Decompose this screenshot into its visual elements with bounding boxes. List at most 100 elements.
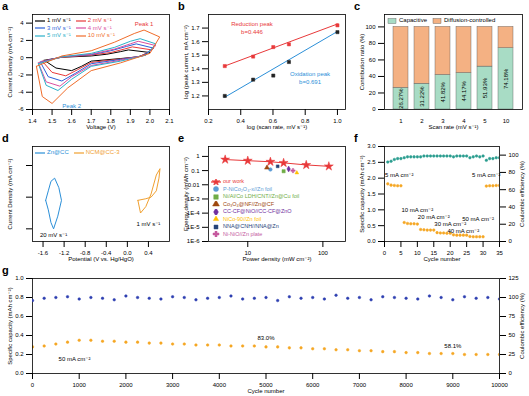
svg-text:-2: -2 [18, 72, 24, 78]
svg-text:1000: 1000 [73, 382, 87, 388]
svg-text:1E-3: 1E-3 [187, 196, 200, 202]
svg-text:8000: 8000 [399, 382, 413, 388]
svg-text:1.5: 1.5 [367, 191, 376, 197]
svg-text:2.5: 2.5 [367, 159, 376, 165]
svg-text:50 mA cm⁻²: 50 mA cm⁻² [59, 356, 91, 362]
svg-text:Oxidation peak: Oxidation peak [290, 71, 331, 77]
svg-text:-4: -4 [18, 89, 24, 95]
svg-text:Coulombic efficiency (%): Coulombic efficiency (%) [519, 293, 525, 359]
svg-text:2.0: 2.0 [146, 118, 155, 124]
svg-text:Specific capacity (mAh cm⁻²): Specific capacity (mAh cm⁻²) [359, 155, 365, 233]
svg-text:1 mV s⁻¹: 1 mV s⁻¹ [137, 221, 161, 227]
svg-text:1.2: 1.2 [191, 93, 200, 99]
svg-text:Peak 1: Peak 1 [135, 21, 154, 27]
svg-text:20 mA cm⁻²: 20 mA cm⁻² [418, 214, 450, 220]
svg-text:10 mA cm⁻²: 10 mA cm⁻² [401, 207, 433, 213]
svg-text:58.1%: 58.1% [444, 343, 462, 349]
svg-text:74.18%: 74.18% [503, 68, 509, 89]
svg-text:26.27%: 26.27% [398, 88, 404, 109]
svg-text:1.6: 1.6 [191, 39, 200, 45]
svg-text:20: 20 [369, 90, 376, 96]
svg-text:44.17%: 44.17% [461, 80, 467, 101]
svg-text:Peak 2: Peak 2 [62, 103, 81, 109]
svg-text:10: 10 [503, 118, 510, 124]
svg-text:3.0: 3.0 [367, 143, 376, 149]
svg-text:75: 75 [509, 313, 516, 319]
svg-text:Cycle number: Cycle number [247, 388, 284, 394]
svg-text:60: 60 [369, 57, 376, 63]
svg-text:30 mA cm⁻²: 30 mA cm⁻² [434, 221, 466, 227]
svg-text:0: 0 [31, 382, 35, 388]
svg-text:1.4: 1.4 [191, 66, 200, 72]
svg-text:Current Density (mA cm⁻²): Current Density (mA cm⁻²) [7, 159, 13, 230]
svg-text:Energy density (mWh cm⁻²): Energy density (mWh cm⁻²) [183, 157, 189, 231]
svg-text:3000: 3000 [166, 382, 180, 388]
svg-text:30: 30 [480, 250, 487, 256]
svg-text:1.0: 1.0 [333, 118, 342, 124]
svg-text:0.0: 0.0 [15, 370, 24, 376]
svg-text:log (scan rate, mV s⁻¹): log (scan rate, mV s⁻¹) [247, 124, 308, 130]
svg-text:1.5: 1.5 [191, 52, 200, 58]
svg-text:Coulombic efficiency (%): Coulombic efficiency (%) [519, 161, 525, 227]
svg-text:Cycle number: Cycle number [423, 256, 460, 262]
svg-text:5: 5 [483, 118, 487, 124]
svg-text:0.5: 0.5 [367, 223, 376, 229]
svg-text:0.6: 0.6 [15, 313, 24, 319]
svg-text:-6: -6 [18, 106, 24, 112]
svg-text:1.3: 1.3 [191, 79, 200, 85]
svg-text:0.0: 0.0 [367, 238, 376, 244]
svg-text:0.4: 0.4 [237, 118, 246, 124]
svg-text:40 mA cm⁻²: 40 mA cm⁻² [447, 228, 479, 234]
svg-text:Scan rate (mV s⁻¹): Scan rate (mV s⁻¹) [428, 124, 478, 130]
svg-text:Voltage (V): Voltage (V) [86, 124, 116, 130]
svg-text:5 mA cm⁻²: 5 mA cm⁻² [385, 172, 414, 178]
svg-text:b=0.446: b=0.446 [241, 29, 264, 35]
svg-text:40: 40 [369, 73, 376, 79]
svg-text:1: 1 [196, 153, 200, 159]
svg-text:100: 100 [509, 152, 520, 158]
svg-text:0.01: 0.01 [188, 182, 200, 188]
svg-text:0.1: 0.1 [191, 168, 200, 174]
svg-text:5: 5 [399, 250, 403, 256]
svg-text:2.1: 2.1 [165, 118, 174, 124]
svg-text:1.7: 1.7 [191, 25, 200, 31]
svg-text:35: 35 [496, 250, 503, 256]
svg-text:Power density (mW cm⁻²): Power density (mW cm⁻²) [243, 256, 312, 262]
svg-text:80: 80 [509, 169, 516, 175]
svg-text:1.4: 1.4 [28, 118, 37, 124]
svg-text:25: 25 [509, 351, 516, 357]
svg-text:4000: 4000 [213, 382, 227, 388]
svg-text:0: 0 [383, 250, 387, 256]
svg-text:1.9: 1.9 [126, 118, 135, 124]
svg-text:1.5: 1.5 [48, 118, 57, 124]
svg-text:4: 4 [20, 20, 24, 26]
svg-text:1.6: 1.6 [67, 118, 76, 124]
svg-text:1: 1 [399, 118, 403, 124]
svg-text:80: 80 [369, 40, 376, 46]
svg-text:5 mA cm⁻²: 5 mA cm⁻² [472, 172, 501, 178]
svg-text:1E-4: 1E-4 [187, 210, 200, 216]
svg-text:0: 0 [20, 55, 24, 61]
svg-text:1E-6: 1E-6 [187, 238, 200, 244]
svg-text:b=0.691: b=0.691 [299, 79, 322, 85]
svg-text:100: 100 [318, 250, 329, 256]
svg-text:100: 100 [365, 24, 376, 30]
svg-text:0.4: 0.4 [15, 332, 24, 338]
svg-text:Contribution ratio (%): Contribution ratio (%) [359, 34, 365, 91]
svg-text:Specific capacity (mAh cm⁻²): Specific capacity (mAh cm⁻²) [7, 287, 13, 365]
svg-text:0.4: 0.4 [144, 250, 153, 256]
svg-text:31.22%: 31.22% [419, 86, 425, 107]
svg-text:7000: 7000 [353, 382, 367, 388]
svg-text:125: 125 [509, 275, 520, 281]
svg-text:10: 10 [414, 250, 421, 256]
svg-text:0.2: 0.2 [15, 351, 24, 357]
svg-text:2.0: 2.0 [367, 175, 376, 181]
svg-text:Potential (V vs. Hg/HgO): Potential (V vs. Hg/HgO) [68, 256, 134, 262]
svg-text:25: 25 [463, 250, 470, 256]
svg-text:Current Density (mA cm⁻²): Current Density (mA cm⁻²) [7, 27, 13, 98]
svg-text:log (peak current, mA cm⁻²): log (peak current, mA cm⁻²) [183, 25, 189, 99]
svg-text:10000: 10000 [491, 382, 508, 388]
svg-text:50 mA cm⁻²: 50 mA cm⁻² [462, 216, 494, 222]
svg-text:1.0: 1.0 [15, 275, 24, 281]
svg-text:2: 2 [420, 118, 424, 124]
